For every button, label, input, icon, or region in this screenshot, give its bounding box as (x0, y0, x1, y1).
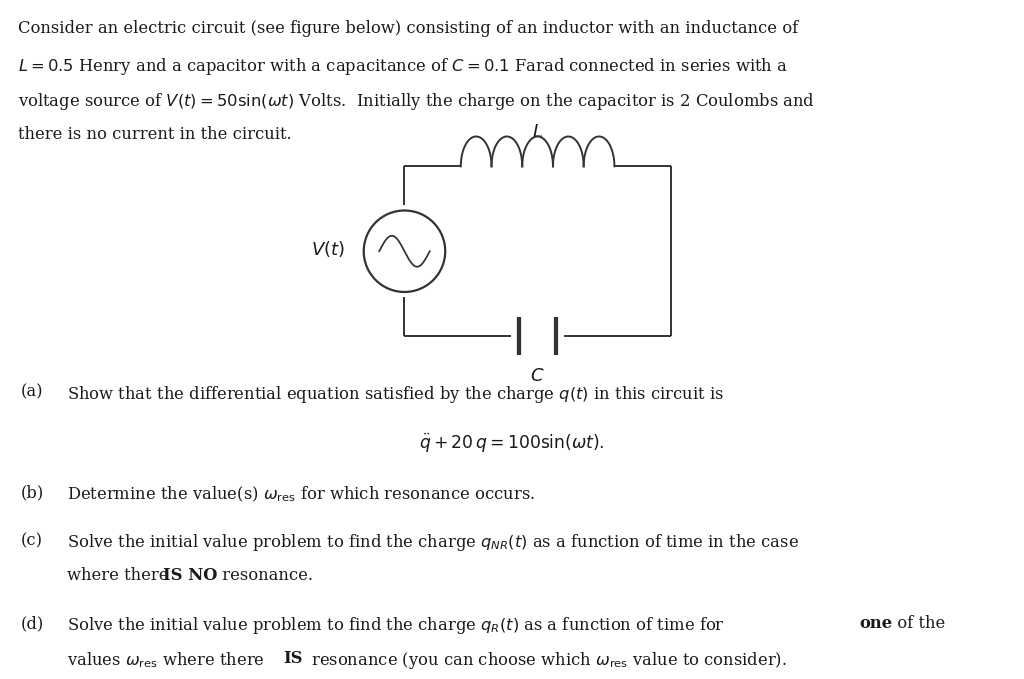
Text: $C$: $C$ (530, 367, 545, 385)
Text: one: one (859, 615, 892, 632)
Text: $V(t)$: $V(t)$ (311, 239, 345, 259)
Text: $L = 0.5$ Henry and a capacitor with a capacitance of $C = 0.1$ Farad connected : $L = 0.5$ Henry and a capacitor with a c… (18, 56, 788, 77)
Text: (b): (b) (20, 484, 44, 501)
Text: resonance (you can choose which $\omega_{\rm res}$ value to consider).: resonance (you can choose which $\omega_… (306, 650, 787, 672)
Text: resonance.: resonance. (217, 567, 313, 584)
Text: of the: of the (892, 615, 945, 632)
Text: (a): (a) (20, 384, 43, 401)
Text: values $\omega_{\rm res}$ where there: values $\omega_{\rm res}$ where there (67, 650, 265, 670)
Text: there is no current in the circuit.: there is no current in the circuit. (18, 126, 292, 143)
Text: Determine the value(s) $\omega_{\rm res}$ for which resonance occurs.: Determine the value(s) $\omega_{\rm res}… (67, 484, 535, 504)
Text: (d): (d) (20, 615, 44, 632)
Text: where there: where there (67, 567, 173, 584)
Text: $L$: $L$ (532, 122, 543, 141)
Ellipse shape (364, 210, 445, 292)
Text: $\ddot{q} + 20\,q = 100\sin(\omega t).$: $\ddot{q} + 20\,q = 100\sin(\omega t).$ (419, 431, 605, 454)
Text: IS NO: IS NO (163, 567, 217, 584)
Text: (c): (c) (20, 532, 42, 549)
Text: Consider an electric circuit (see figure below) consisting of an inductor with a: Consider an electric circuit (see figure… (18, 20, 799, 37)
Text: Show that the differential equation satisfied by the charge $q(t)$ in this circu: Show that the differential equation sati… (67, 384, 724, 405)
Text: IS: IS (284, 650, 303, 667)
Text: Solve the initial value problem to find the charge $q_{NR}(t)$ as a function of : Solve the initial value problem to find … (67, 532, 799, 553)
Text: voltage source of $V(t) = 50\sin(\omega t)$ Volts.  Initially the charge on the : voltage source of $V(t) = 50\sin(\omega … (18, 91, 815, 112)
Text: Solve the initial value problem to find the charge $q_R(t)$ as a function of tim: Solve the initial value problem to find … (67, 615, 724, 636)
